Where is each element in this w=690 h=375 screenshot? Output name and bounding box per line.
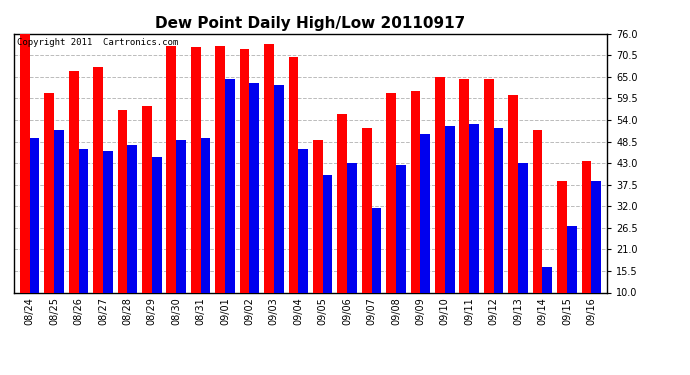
Bar [20, 34, 30, 292]
Bar [469, 124, 479, 292]
Bar [362, 128, 371, 292]
Bar [239, 50, 250, 292]
Bar [250, 83, 259, 292]
Bar [420, 134, 430, 292]
Bar [274, 85, 284, 292]
Bar [582, 161, 591, 292]
Bar [288, 57, 298, 292]
Bar [533, 130, 542, 292]
Bar [176, 140, 186, 292]
Bar [557, 181, 567, 292]
Bar [298, 149, 308, 292]
Bar [117, 110, 128, 292]
Bar [591, 181, 601, 292]
Bar [347, 163, 357, 292]
Bar [337, 114, 347, 292]
Bar [323, 175, 333, 292]
Bar [460, 79, 469, 292]
Bar [44, 93, 54, 292]
Bar [152, 157, 161, 292]
Title: Dew Point Daily High/Low 20110917: Dew Point Daily High/Low 20110917 [155, 16, 466, 31]
Bar [567, 226, 577, 292]
Bar [386, 93, 396, 292]
Bar [201, 138, 210, 292]
Bar [30, 138, 39, 292]
Bar [128, 146, 137, 292]
Bar [191, 48, 201, 292]
Bar [509, 94, 518, 292]
Bar [542, 267, 552, 292]
Bar [93, 67, 103, 292]
Bar [396, 165, 406, 292]
Text: Copyright 2011  Cartronics.com: Copyright 2011 Cartronics.com [17, 38, 178, 46]
Bar [166, 45, 176, 292]
Bar [371, 208, 382, 292]
Bar [215, 45, 225, 292]
Bar [54, 130, 64, 292]
Bar [493, 128, 504, 292]
Bar [79, 149, 88, 292]
Bar [225, 79, 235, 292]
Bar [411, 91, 420, 292]
Bar [445, 126, 455, 292]
Bar [69, 71, 79, 292]
Bar [484, 79, 493, 292]
Bar [142, 106, 152, 292]
Bar [518, 163, 528, 292]
Bar [103, 152, 112, 292]
Bar [435, 77, 445, 292]
Bar [264, 44, 274, 292]
Bar [313, 140, 323, 292]
